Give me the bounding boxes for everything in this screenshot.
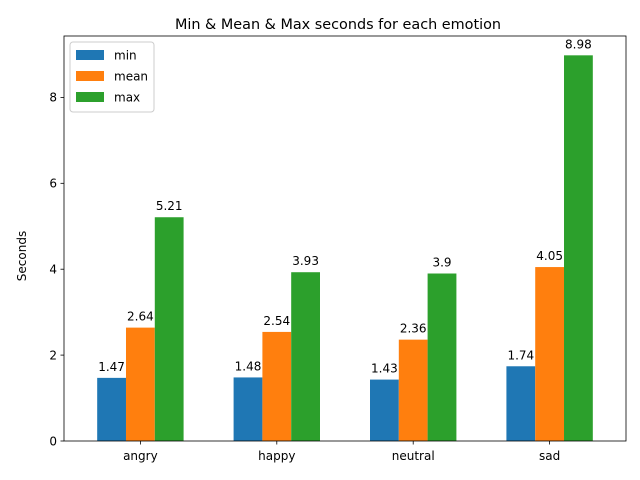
legend-label-mean: mean: [114, 70, 148, 84]
legend: min mean max: [69, 41, 155, 113]
chart-title: Min & Mean & Max seconds for each emotio…: [175, 17, 501, 33]
bar-min-angry: [97, 377, 126, 441]
bar-mean-happy: [262, 331, 292, 441]
y-tick-label-0: 0: [49, 434, 57, 448]
bar-min-neutral: [370, 379, 399, 441]
x-tick-label-happy: happy: [258, 449, 295, 463]
legend-label-min: min: [114, 49, 137, 63]
x-tick-label-sad: sad: [539, 449, 560, 463]
data-label-mean-neutral: 2.36: [400, 322, 427, 336]
x-tick-label-neutral: neutral: [392, 449, 435, 463]
data-label-min-neutral: 1.43: [371, 362, 398, 376]
x-tick-label-angry: angry: [123, 449, 158, 463]
bar-min-sad: [506, 366, 536, 441]
bar-max-happy: [291, 272, 320, 441]
bar-mean-neutral: [398, 339, 428, 441]
y-tick-label-2: 2: [49, 348, 57, 362]
bar-mean-angry: [125, 327, 155, 441]
legend-swatch-mean: [76, 71, 104, 81]
plot-frame: [63, 35, 627, 442]
legend-swatch-max: [76, 92, 104, 102]
data-label-max-angry: 5.21: [156, 199, 183, 213]
data-label-max-happy: 3.93: [292, 254, 319, 268]
y-tick-label-6: 6: [49, 177, 57, 191]
data-label-mean-sad: 4.05: [536, 249, 563, 263]
bar-max-neutral: [427, 273, 457, 441]
y-axis-title: Seconds: [15, 231, 29, 281]
axes-layer: 0 2 4 6 8 angry happy neutral sad: [49, 35, 627, 463]
data-label-max-neutral: 3.9: [432, 256, 451, 270]
data-label-min-happy: 1.48: [235, 359, 262, 373]
y-tick-label-4: 4: [49, 263, 57, 277]
data-label-mean-happy: 2.54: [263, 314, 290, 328]
data-labels-layer: 1.47 1.48 1.431.742.64 2.542.364.055.213.93…: [98, 37, 592, 375]
bar-mean-sad: [535, 267, 565, 441]
bar-max-angry: [154, 217, 184, 441]
y-tick-label-8: 8: [49, 91, 57, 105]
data-label-min-sad: 1.74: [507, 348, 534, 362]
legend-label-max: max: [114, 91, 140, 105]
data-label-max-sad: 8.98: [565, 37, 592, 51]
data-label-mean-angry: 2.64: [127, 310, 154, 324]
data-label-min-angry: 1.47: [98, 360, 125, 374]
bars-layer: [97, 55, 593, 441]
bar-min-happy: [233, 377, 263, 441]
legend-swatch-min: [76, 50, 104, 60]
bar-max-sad: [564, 55, 593, 441]
